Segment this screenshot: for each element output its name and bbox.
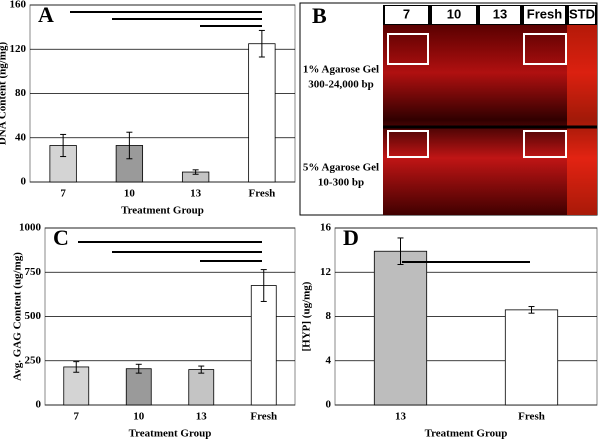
x-axis-label: Treatment Group (129, 428, 212, 440)
x-tick-label: 13 (395, 411, 407, 423)
panel-letter: C (53, 225, 69, 250)
x-tick-label: 7 (60, 188, 66, 200)
x-tick-label: Fresh (250, 411, 277, 423)
bar (504, 309, 559, 406)
panel-letter: A (38, 2, 54, 27)
lane-label-bg (432, 6, 476, 24)
highlight-box (387, 130, 429, 158)
bar (188, 369, 215, 406)
y-tick-label: 8 (326, 310, 332, 322)
y-tick-label: 80 (15, 87, 27, 99)
bar (125, 368, 152, 406)
std-lane (567, 25, 597, 215)
x-tick-label: 13 (196, 411, 208, 423)
gel-panel: B 1% Agarose Gel 300-24,000 bp 5% Agaros… (299, 2, 598, 216)
panel-letter: B (312, 3, 327, 28)
x-tick-label: 10 (124, 188, 136, 200)
x-tick-label: 10 (133, 411, 145, 423)
x-tick-label: 13 (190, 188, 202, 200)
y-tick-label: 120 (10, 43, 27, 55)
y-tick-label: 4 (326, 354, 332, 366)
gel-row-label: 1% Agarose Gel (303, 64, 379, 76)
bar (248, 43, 276, 183)
lane-label: 10 (447, 6, 461, 21)
lane-label: Fresh (527, 6, 562, 21)
highlight-box (523, 33, 567, 65)
y-tick-label: 160 (10, 0, 27, 11)
y-axis-label: Avg. GAG Content (ug/mg) (12, 252, 24, 381)
highlight-box (523, 130, 567, 158)
x-axis-label: Treatment Group (425, 428, 508, 440)
lane-label-bg (385, 6, 428, 24)
x-axis-label: Treatment Group (121, 205, 204, 217)
gel-image (383, 25, 597, 215)
y-tick-label: 250 (25, 354, 42, 366)
y-tick-label: 0 (21, 176, 27, 188)
y-tick-label: 16 (320, 222, 332, 234)
y-tick-label: 1000 (19, 222, 42, 234)
lane-label-bg (569, 6, 595, 24)
bar (373, 250, 428, 406)
bar (63, 366, 90, 406)
y-axis-label: [HYP] (ug/mg) (301, 281, 313, 351)
lane-label-bg (524, 6, 565, 24)
gel-row-label: 300-24,000 bp (308, 79, 373, 91)
lane-label: STD (569, 6, 595, 21)
y-tick-label: 500 (25, 310, 42, 322)
y-tick-label: 40 (15, 131, 27, 143)
y-tick-label: 750 (25, 266, 42, 278)
highlight-box (387, 33, 429, 65)
y-tick-label: 0 (36, 399, 42, 411)
gel-row-label: 10-300 bp (318, 177, 364, 189)
y-tick-label: 12 (320, 266, 332, 278)
y-tick-label: 0 (326, 399, 332, 411)
panel-letter: D (343, 225, 359, 250)
x-tick-label: 7 (74, 411, 80, 423)
lane-label: 7 (403, 6, 410, 21)
lane-label-bg (480, 6, 520, 24)
gel-row-label: 5% Agarose Gel (303, 162, 379, 174)
y-axis-label: DNA Content (ng/mg) (0, 42, 9, 146)
x-tick-label: Fresh (518, 411, 545, 423)
x-tick-label: Fresh (249, 188, 276, 200)
bar (250, 285, 277, 406)
lane-label: 13 (493, 6, 507, 21)
